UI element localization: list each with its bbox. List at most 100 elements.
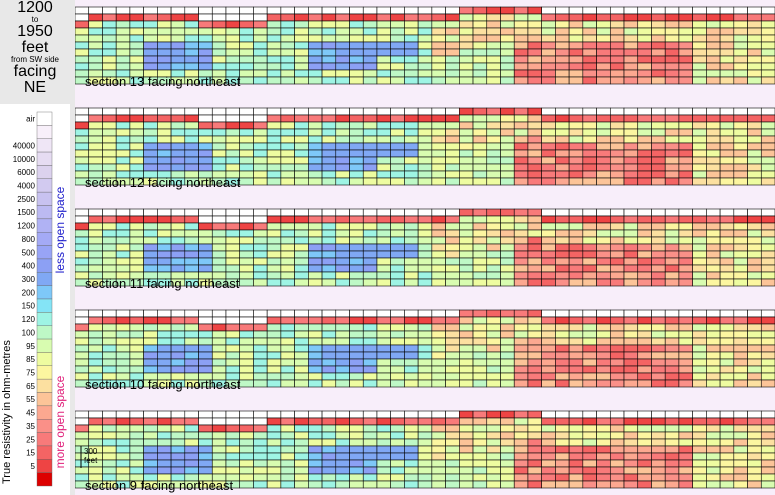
heatmap-cell bbox=[143, 243, 158, 252]
heatmap-cell bbox=[75, 121, 90, 130]
heatmap-cell bbox=[760, 417, 775, 426]
heatmap-cell bbox=[308, 208, 323, 217]
heatmap-cell bbox=[472, 76, 488, 85]
heatmap-cell bbox=[404, 351, 419, 360]
heatmap-cell bbox=[582, 417, 597, 426]
heatmap-cell bbox=[211, 107, 227, 116]
heatmap-cell bbox=[308, 142, 323, 151]
heatmap-cell bbox=[129, 316, 144, 325]
heatmap-cell bbox=[664, 459, 680, 468]
heatmap-cell bbox=[102, 410, 117, 419]
heatmap-cell bbox=[404, 13, 419, 22]
heatmap-cell bbox=[143, 13, 158, 22]
heatmap-cell bbox=[184, 431, 199, 440]
heatmap-cell bbox=[445, 431, 460, 440]
heatmap-cell bbox=[143, 424, 158, 433]
heatmap-cell bbox=[733, 309, 748, 318]
heatmap-cell bbox=[760, 121, 775, 130]
heatmap-cell bbox=[294, 55, 309, 64]
heatmap-cell bbox=[308, 351, 323, 360]
heatmap-cell bbox=[692, 163, 707, 172]
heatmap-cell bbox=[637, 229, 652, 238]
heatmap-cell bbox=[733, 445, 748, 454]
heatmap-cell bbox=[75, 208, 90, 217]
heatmap-cell bbox=[692, 466, 707, 475]
heatmap-cell bbox=[555, 128, 570, 137]
heatmap-cell bbox=[747, 236, 762, 245]
heatmap-cell bbox=[253, 365, 268, 374]
heatmap-cell bbox=[198, 149, 213, 158]
heatmap-cell bbox=[102, 208, 117, 217]
heatmap-cell bbox=[651, 459, 666, 468]
heatmap-cell bbox=[651, 337, 666, 346]
heatmap-cell bbox=[280, 215, 295, 224]
heatmap-cell bbox=[294, 309, 309, 318]
heatmap-cell bbox=[568, 128, 584, 137]
heatmap-cell bbox=[184, 156, 199, 165]
heatmap-cell bbox=[129, 156, 144, 165]
heatmap-cell bbox=[678, 6, 693, 15]
heatmap-cell bbox=[500, 351, 515, 360]
heatmap-cell bbox=[431, 34, 446, 43]
heatmap-cell bbox=[555, 264, 570, 273]
heatmap-cell bbox=[280, 316, 295, 325]
heatmap-cell bbox=[637, 351, 652, 360]
heatmap-cell bbox=[88, 410, 103, 419]
heatmap-cell bbox=[335, 480, 350, 489]
heatmap-cell bbox=[651, 177, 666, 186]
heatmap-cell bbox=[239, 76, 254, 85]
heatmap-cell bbox=[582, 337, 597, 346]
heatmap-cell bbox=[143, 114, 158, 123]
heatmap-cell bbox=[459, 452, 474, 461]
heatmap-cell bbox=[417, 417, 433, 426]
heatmap-cell bbox=[321, 379, 337, 388]
heatmap-cell bbox=[88, 149, 103, 158]
heatmap-cell bbox=[376, 424, 391, 433]
heatmap-cell bbox=[500, 424, 515, 433]
heatmap-cell bbox=[88, 107, 103, 116]
heatmap-cell bbox=[280, 177, 295, 186]
heatmap-cell bbox=[486, 20, 501, 29]
heatmap-cell bbox=[541, 372, 556, 381]
heatmap-cell bbox=[500, 6, 515, 15]
heatmap-cell bbox=[445, 330, 460, 339]
heatmap-cell bbox=[115, 452, 131, 461]
heatmap-cell bbox=[157, 34, 172, 43]
heatmap-cell bbox=[88, 222, 103, 231]
heatmap-cell bbox=[253, 278, 268, 287]
heatmap-cell bbox=[294, 208, 309, 217]
heatmap-cell bbox=[733, 6, 748, 15]
heatmap-cell bbox=[582, 177, 597, 186]
heatmap-cell bbox=[266, 257, 282, 266]
heatmap-cell bbox=[335, 236, 350, 245]
heatmap-cell bbox=[225, 222, 241, 231]
heatmap-cell bbox=[211, 156, 227, 165]
heatmap-cell bbox=[294, 121, 309, 130]
heatmap-cell bbox=[664, 351, 680, 360]
heatmap-cell bbox=[637, 344, 652, 353]
heatmap-cell bbox=[253, 69, 268, 78]
heatmap-cell bbox=[431, 337, 446, 346]
heatmap-cell bbox=[527, 473, 542, 482]
heatmap-cell bbox=[280, 480, 295, 489]
heatmap-cell bbox=[280, 236, 295, 245]
heatmap-cell bbox=[321, 215, 337, 224]
heatmap-cell bbox=[678, 309, 693, 318]
heatmap-cell bbox=[445, 142, 460, 151]
heatmap-cell bbox=[184, 229, 199, 238]
heatmap-cell bbox=[129, 163, 144, 172]
heatmap-cell bbox=[541, 215, 556, 224]
heatmap-cell bbox=[486, 344, 501, 353]
heatmap-cell bbox=[308, 337, 323, 346]
heatmap-cell bbox=[417, 459, 433, 468]
heatmap-cell bbox=[404, 344, 419, 353]
heatmap-cell bbox=[115, 107, 131, 116]
heatmap-cell bbox=[596, 34, 611, 43]
heatmap-cell bbox=[692, 55, 707, 64]
heatmap-cell bbox=[376, 351, 391, 360]
heatmap-cell bbox=[651, 379, 666, 388]
heatmap-cell bbox=[349, 107, 364, 116]
heatmap-cell bbox=[692, 431, 707, 440]
heatmap-cell bbox=[760, 243, 775, 252]
heatmap-cell bbox=[431, 452, 446, 461]
